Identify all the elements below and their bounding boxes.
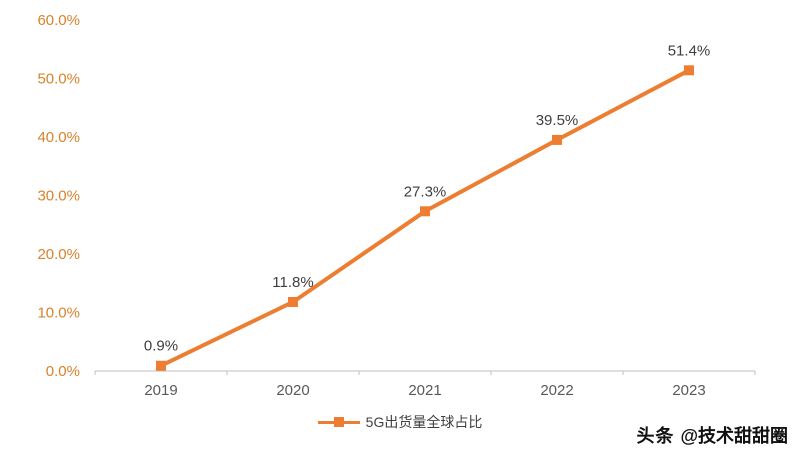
legend-label: 5G出货量全球占比 (365, 414, 483, 430)
legend-square (333, 417, 344, 427)
watermark-handle: @技术甜甜圈 (680, 426, 788, 446)
legend-line-marker-icon (317, 417, 360, 427)
svg-text:2019: 2019 (144, 382, 177, 399)
svg-text:2021: 2021 (408, 382, 441, 399)
svg-text:27.3%: 27.3% (404, 183, 447, 200)
svg-text:30.0%: 30.0% (37, 188, 80, 205)
svg-text:39.5%: 39.5% (536, 112, 579, 129)
svg-text:0.0%: 0.0% (46, 363, 80, 380)
svg-text:10.0%: 10.0% (37, 305, 80, 322)
svg-text:60.0%: 60.0% (37, 12, 80, 29)
legend: 5G出货量全球占比 (0, 412, 800, 432)
watermark: 头条 @技术甜甜圈 (636, 422, 788, 448)
line-chart: 0.0% 10.0% 20.0% 30.0% 40.0% 50.0% 60.0% 2019 20… (37, 12, 756, 399)
svg-text:0.9%: 0.9% (144, 338, 178, 355)
svg-text:2020: 2020 (276, 382, 309, 399)
svg-text:2023: 2023 (672, 382, 705, 399)
svg-text:51.4%: 51.4% (668, 42, 711, 59)
svg-text:40.0%: 40.0% (37, 129, 80, 146)
svg-text:11.8%: 11.8% (272, 274, 313, 291)
svg-text:2022: 2022 (540, 382, 573, 399)
svg-text:50.0%: 50.0% (37, 71, 80, 88)
svg-text:20.0%: 20.0% (37, 246, 80, 263)
toutiao-brand-text: 头条 (636, 426, 675, 446)
